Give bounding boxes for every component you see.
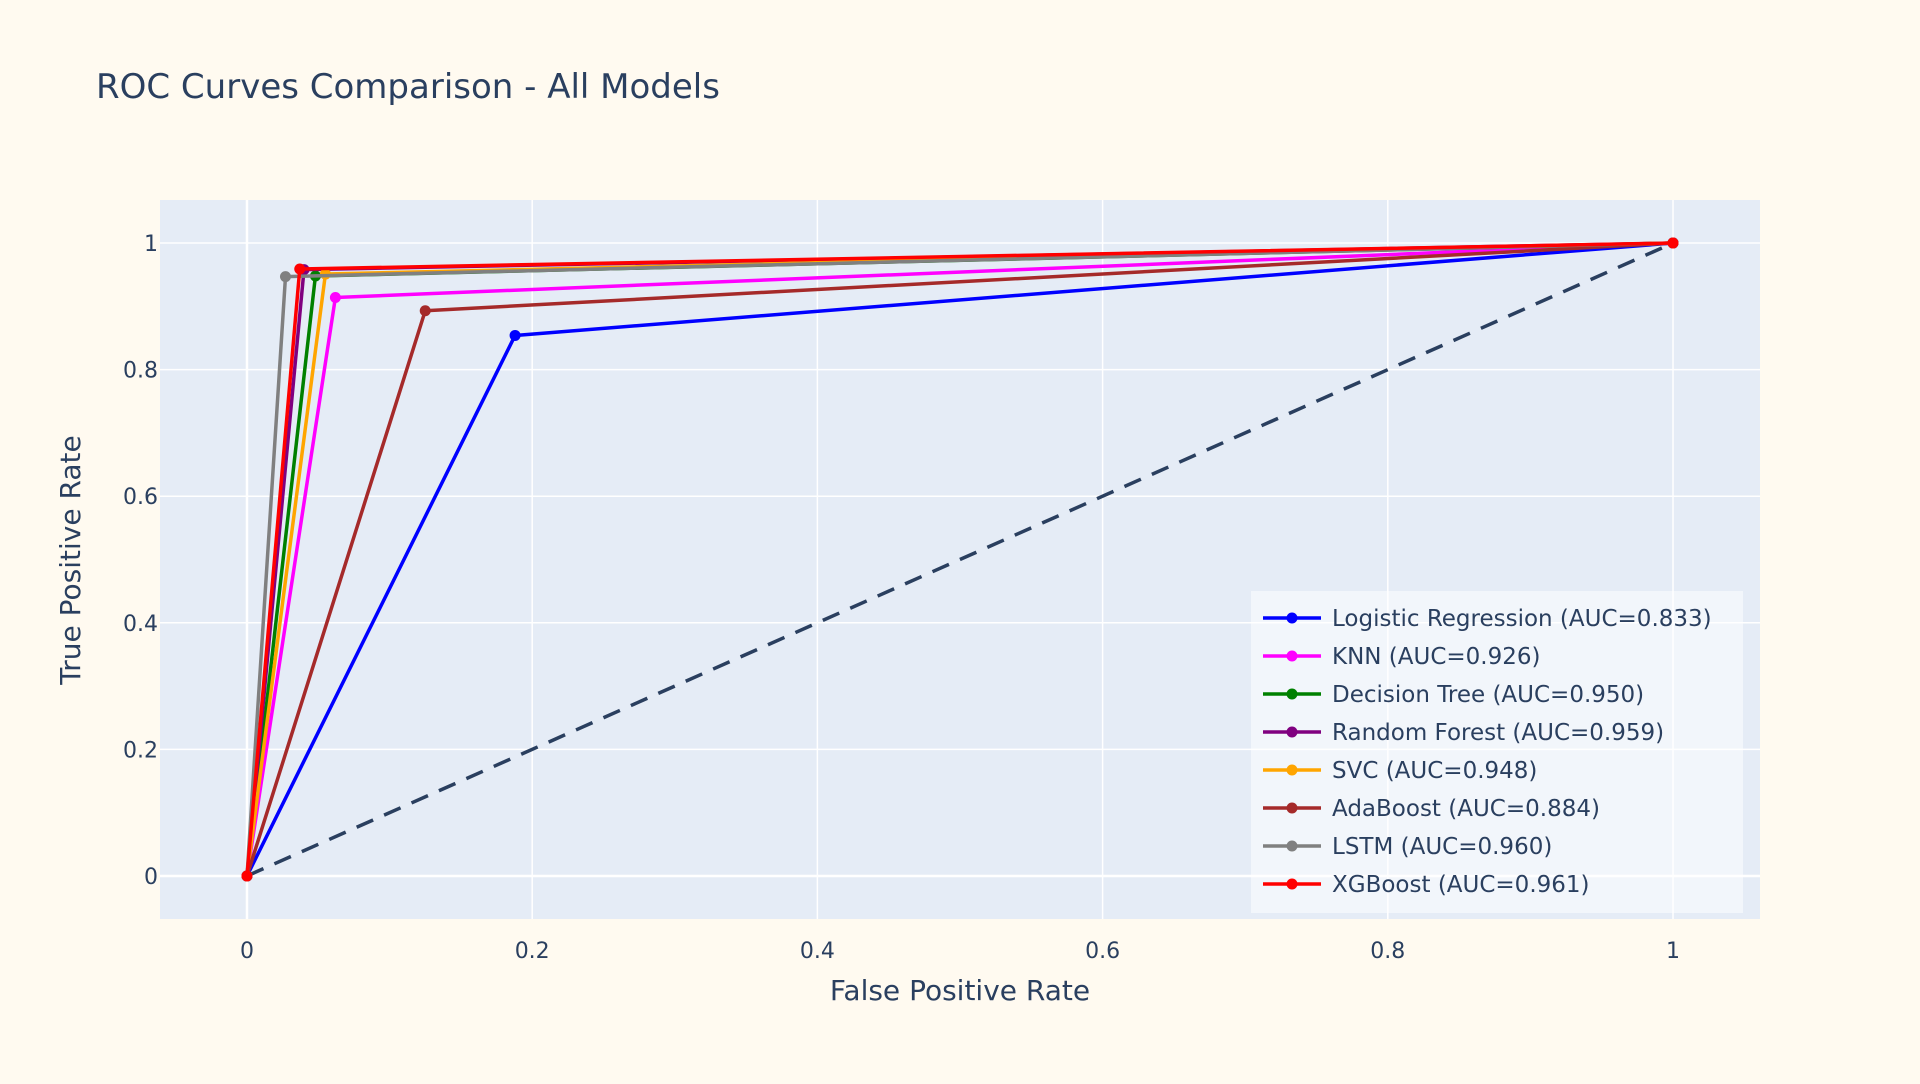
series-point [294,263,306,275]
legend-swatch-marker [1286,764,1298,776]
legend-label: Decision Tree (AUC=0.950) [1332,682,1644,708]
y-tick-label: 0.2 [123,738,158,763]
legend-swatch-marker [1286,726,1298,738]
legend-item-4[interactable]: SVC (AUC=0.948) [1263,758,1537,784]
y-tick-label: 0.4 [123,612,158,637]
legend-label: XGBoost (AUC=0.961) [1332,872,1590,898]
legend[interactable]: Logistic Regression (AUC=0.833) KNN (AUC=… [1251,591,1743,913]
y-tick-label: 0 [144,865,158,890]
x-axis-label: False Positive Rate [830,974,1090,1007]
x-tick-label: 0.8 [1370,939,1405,964]
legend-swatch-marker [1286,878,1298,890]
legend-item-3[interactable]: Random Forest (AUC=0.959) [1263,720,1664,746]
legend-label: Logistic Regression (AUC=0.833) [1332,606,1712,632]
legend-item-5[interactable]: AdaBoost (AUC=0.884) [1263,796,1600,822]
legend-swatch-marker [1286,650,1298,662]
legend-label: SVC (AUC=0.948) [1332,758,1537,784]
series-point [329,291,341,303]
legend-swatch-marker [1286,688,1298,700]
legend-label: Random Forest (AUC=0.959) [1332,720,1664,746]
legend-swatch-marker [1286,802,1298,814]
legend-background [1251,591,1743,913]
legend-swatch-marker [1286,840,1298,852]
legend-items: Logistic Regression (AUC=0.833) KNN (AUC=… [1263,606,1712,898]
legend-item-0[interactable]: Logistic Regression (AUC=0.833) [1263,606,1712,632]
x-tick-label: 0.2 [515,939,550,964]
series-7 [241,237,1679,882]
legend-label: AdaBoost (AUC=0.884) [1332,796,1600,822]
legend-item-6[interactable]: LSTM (AUC=0.960) [1263,834,1552,860]
y-tick-label: 0.8 [123,359,158,384]
series-point [509,329,521,341]
legend-label: LSTM (AUC=0.960) [1332,834,1552,860]
series-point [419,305,431,317]
chart-title: ROC Curves Comparison - All Models [96,67,720,107]
tick-labels: 0 0.2 0.4 0.6 0.8 1 0 0.2 0.4 0.6 0.8 1 [123,232,1680,964]
series-point [241,870,253,882]
legend-item-1[interactable]: KNN (AUC=0.926) [1263,644,1541,670]
series-point [1667,237,1679,249]
x-tick-label: 0 [240,939,254,964]
x-tick-label: 0.4 [800,939,835,964]
y-tick-label: 1 [144,232,158,257]
legend-item-2[interactable]: Decision Tree (AUC=0.950) [1263,682,1644,708]
legend-item-7[interactable]: XGBoost (AUC=0.961) [1263,872,1590,898]
legend-swatch-marker [1286,612,1298,624]
diagonal-reference-line [246,241,1674,878]
legend-label: KNN (AUC=0.926) [1332,644,1541,670]
x-tick-label: 0.6 [1085,939,1120,964]
series-layer [241,237,1679,882]
y-tick-label: 0.6 [123,485,158,510]
y-axis-label: True Positive Rate [54,435,87,685]
series-point [279,271,291,283]
x-tick-label: 1 [1666,939,1680,964]
